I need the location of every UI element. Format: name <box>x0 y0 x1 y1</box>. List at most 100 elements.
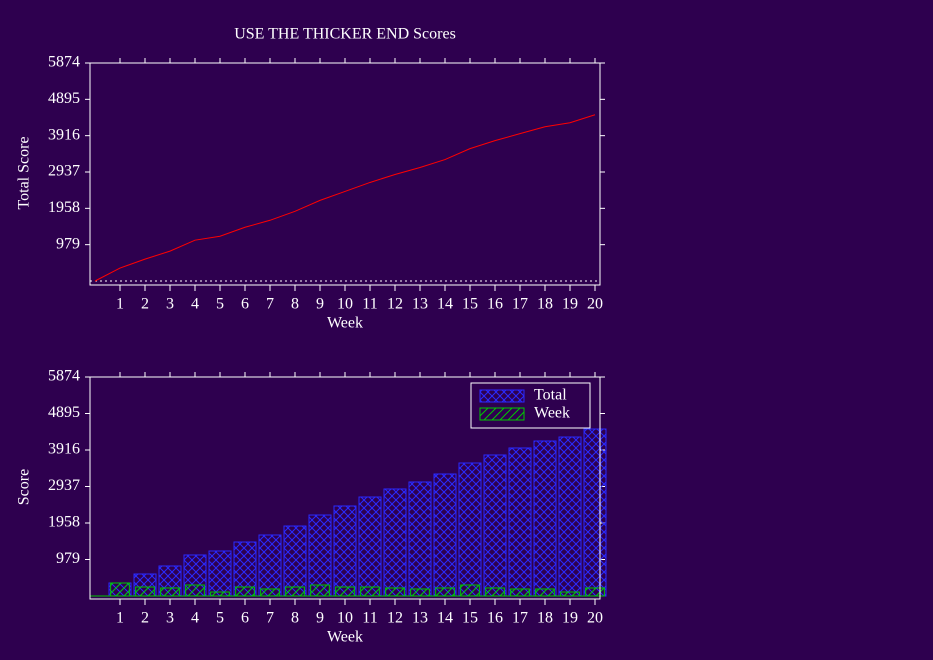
bar <box>358 496 382 597</box>
y-tick-label: 4895 <box>48 90 80 107</box>
y-tick-label: 1958 <box>48 514 80 531</box>
x-tick-label: 6 <box>241 296 249 313</box>
x-tick-label: 8 <box>291 296 299 313</box>
legend-label: Week <box>534 405 570 422</box>
y-tick-label: 2937 <box>48 163 80 180</box>
x-tick-label: 15 <box>462 296 478 313</box>
y-tick-label: 979 <box>56 235 80 252</box>
x-tick-label: 11 <box>362 610 377 627</box>
x-tick-label: 5 <box>216 610 224 627</box>
bar <box>410 588 430 597</box>
bar <box>258 534 282 597</box>
bar <box>583 428 607 597</box>
x-tick-label: 11 <box>362 296 377 313</box>
bar <box>308 514 332 597</box>
y-tick-label: 5874 <box>48 54 80 71</box>
bar <box>408 481 432 597</box>
x-tick-label: 7 <box>266 296 274 313</box>
x-tick-label: 15 <box>462 610 478 627</box>
x-tick-label: 2 <box>141 610 149 627</box>
y-tick-label: 979 <box>56 550 80 567</box>
bar <box>508 447 532 597</box>
x-tick-label: 16 <box>487 610 503 627</box>
bar <box>285 586 305 597</box>
legend-swatch <box>479 389 525 403</box>
x-tick-label: 4 <box>191 296 199 313</box>
bar <box>360 586 380 597</box>
x-tick-label: 17 <box>512 610 528 627</box>
x-tick-label: 10 <box>337 296 353 313</box>
bar <box>110 582 130 597</box>
bar <box>235 586 255 597</box>
bar <box>533 440 557 597</box>
x-tick-label: 3 <box>166 296 174 313</box>
legend-swatch <box>479 407 525 421</box>
x-tick-label: 6 <box>241 610 249 627</box>
bar <box>458 462 482 597</box>
x-tick-label: 4 <box>191 610 199 627</box>
x-tick-label: 7 <box>266 610 274 627</box>
x-tick-label: 14 <box>437 296 453 313</box>
y-tick-label: 1958 <box>48 199 80 216</box>
x-tick-label: 20 <box>587 610 603 627</box>
y-tick-label: 5874 <box>48 368 80 385</box>
bar <box>260 588 280 597</box>
bar <box>283 525 307 597</box>
legend-label: Total <box>534 387 567 404</box>
x-tick-label: 10 <box>337 610 353 627</box>
x-tick-label: 1 <box>116 610 124 627</box>
bar <box>585 587 605 597</box>
x-tick-label: 18 <box>537 296 553 313</box>
x-tick-label: 1 <box>116 296 124 313</box>
x-tick-label: 18 <box>537 610 553 627</box>
line-series <box>94 114 596 282</box>
y-axis-label: Score <box>16 469 33 505</box>
bar <box>335 586 355 597</box>
bar <box>383 488 407 597</box>
x-tick-label: 12 <box>387 296 403 313</box>
chart-title: USE THE THICKER END Scores <box>234 26 456 43</box>
bar <box>185 584 205 597</box>
plot-frame <box>89 62 601 286</box>
bar <box>333 505 357 597</box>
x-tick-label: 14 <box>437 610 453 627</box>
x-tick-label: 8 <box>291 610 299 627</box>
x-tick-label: 13 <box>412 296 428 313</box>
bar <box>135 586 155 597</box>
bar <box>385 587 405 597</box>
y-axis-label: Total Score <box>16 136 33 209</box>
bar <box>558 436 582 597</box>
x-tick-label: 3 <box>166 610 174 627</box>
x-axis-label: Week <box>327 629 363 646</box>
bar <box>208 550 232 597</box>
x-tick-label: 9 <box>316 296 324 313</box>
x-tick-label: 17 <box>512 296 528 313</box>
y-tick-label: 2937 <box>48 477 80 494</box>
bar <box>535 588 555 597</box>
x-tick-label: 19 <box>562 610 578 627</box>
bar <box>310 584 330 597</box>
bar <box>483 454 507 597</box>
x-tick-label: 2 <box>141 296 149 313</box>
y-tick-label: 4895 <box>48 404 80 421</box>
bar <box>160 587 180 597</box>
bar <box>435 587 455 597</box>
x-axis-label: Week <box>327 315 363 332</box>
bar <box>460 584 480 597</box>
x-tick-label: 12 <box>387 610 403 627</box>
y-tick-label: 3916 <box>48 126 80 143</box>
plot-frame <box>89 376 601 600</box>
x-tick-label: 13 <box>412 610 428 627</box>
x-tick-label: 9 <box>316 610 324 627</box>
bar <box>210 591 230 597</box>
x-tick-label: 5 <box>216 296 224 313</box>
bar <box>485 587 505 597</box>
y-tick-label: 3916 <box>48 441 80 458</box>
x-tick-label: 16 <box>487 296 503 313</box>
x-tick-label: 19 <box>562 296 578 313</box>
bar <box>510 588 530 597</box>
x-tick-label: 20 <box>587 296 603 313</box>
bar <box>433 473 457 597</box>
